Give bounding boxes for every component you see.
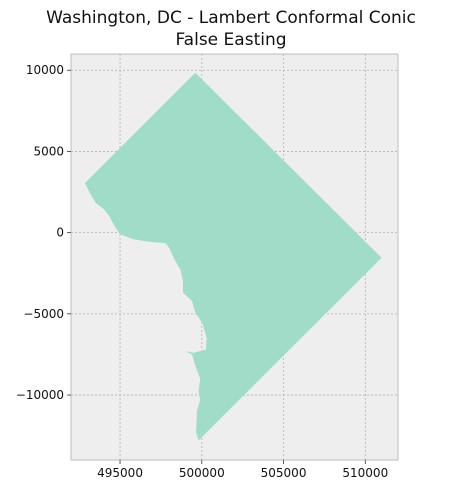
y-tick-label: 10000 <box>26 63 64 77</box>
y-tick-label: −10000 <box>16 388 64 402</box>
y-tick-label: 5000 <box>33 144 64 158</box>
x-tick-label: 505000 <box>261 466 307 480</box>
y-tick-label: 0 <box>56 226 64 240</box>
dc-boundary-polygon <box>84 72 382 441</box>
x-tick-label: 495000 <box>97 466 143 480</box>
chart-title-line-1: Washington, DC - Lambert Conformal Conic <box>46 8 416 28</box>
plot-frame <box>70 53 399 461</box>
x-tick-label: 510000 <box>342 466 388 480</box>
x-tick-label: 500000 <box>179 466 225 480</box>
y-tick-label: −5000 <box>23 307 64 321</box>
chart-title-line-2: False Easting <box>175 30 287 50</box>
axis-ticks: 495000 500000 505000 510000 −10000 −5000 0 5000… <box>16 63 388 480</box>
